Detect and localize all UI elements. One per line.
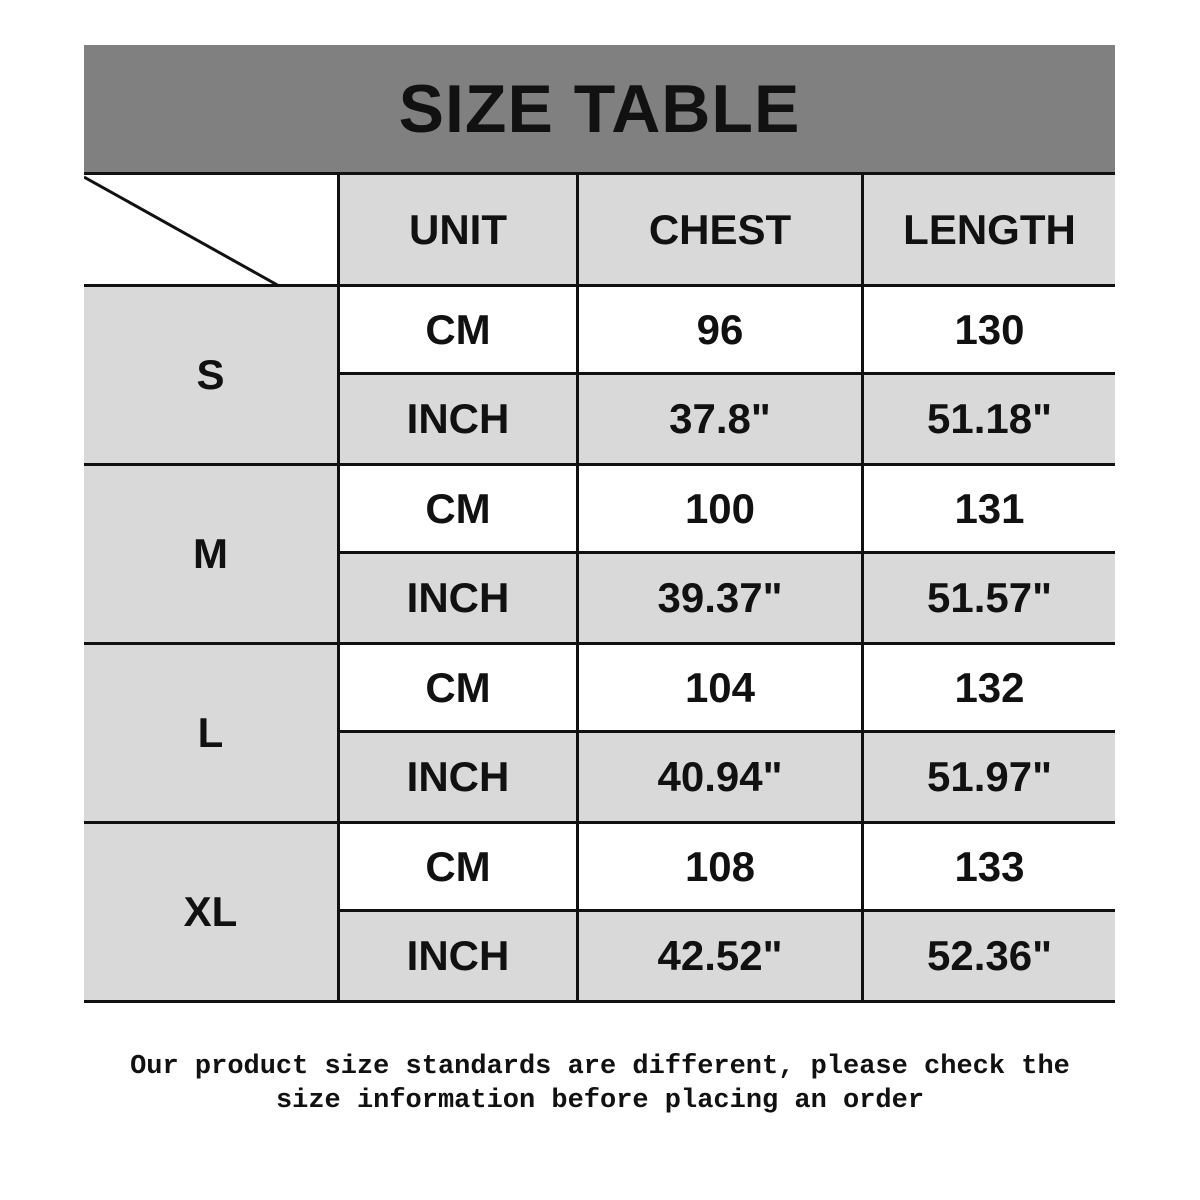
- size-group-xl: XL CM 108 133 INCH 42.52" 52.36": [84, 824, 1115, 1003]
- chest-cell: 96: [576, 287, 861, 372]
- header-chest: CHEST: [576, 175, 861, 284]
- size-group-m: M CM 100 131 INCH 39.37" 51.57": [84, 466, 1115, 645]
- length-cell: 131: [861, 466, 1115, 551]
- chest-cell: 39.37": [576, 554, 861, 642]
- note-line-1: Our product size standards are different…: [130, 1052, 1070, 1082]
- size-label: S: [84, 287, 337, 463]
- length-cell: 132: [861, 645, 1115, 730]
- note-line-2: size information before placing an order: [275, 1086, 925, 1116]
- table-row: INCH 39.37" 51.57": [337, 554, 1115, 642]
- unit-cell: CM: [337, 287, 576, 372]
- length-cell: 51.57": [861, 554, 1115, 642]
- size-table: UNIT CHEST LENGTH S CM 96 130 INCH 37.8" 51.18…: [84, 172, 1115, 1003]
- length-cell: 52.36": [861, 912, 1115, 1000]
- unit-cell: CM: [337, 645, 576, 730]
- length-cell: 133: [861, 824, 1115, 909]
- diagonal-line: [84, 175, 282, 287]
- chest-cell: 37.8": [576, 375, 861, 463]
- header-length: LENGTH: [861, 175, 1115, 284]
- chest-cell: 104: [576, 645, 861, 730]
- unit-cell: CM: [337, 466, 576, 551]
- title-bar: SIZE TABLE: [84, 45, 1115, 172]
- unit-cell: CM: [337, 824, 576, 909]
- table-row: CM 108 133: [337, 824, 1115, 912]
- size-label: M: [84, 466, 337, 642]
- header-row: UNIT CHEST LENGTH: [84, 172, 1115, 287]
- size-note: Our product size standards are different…: [0, 1050, 1200, 1118]
- table-row: CM 96 130: [337, 287, 1115, 375]
- unit-cell: INCH: [337, 375, 576, 463]
- unit-cell: INCH: [337, 733, 576, 821]
- table-row: CM 100 131: [337, 466, 1115, 554]
- length-cell: 130: [861, 287, 1115, 372]
- length-cell: 51.18": [861, 375, 1115, 463]
- header-unit: UNIT: [337, 175, 576, 284]
- table-row: INCH 40.94" 51.97": [337, 733, 1115, 821]
- table-row: CM 104 132: [337, 645, 1115, 733]
- size-group-l: L CM 104 132 INCH 40.94" 51.97": [84, 645, 1115, 824]
- chest-cell: 108: [576, 824, 861, 909]
- size-group-s: S CM 96 130 INCH 37.8" 51.18": [84, 287, 1115, 466]
- chest-cell: 40.94": [576, 733, 861, 821]
- corner-cell: [84, 175, 337, 287]
- page-title: SIZE TABLE: [398, 70, 801, 147]
- table-row: INCH 37.8" 51.18": [337, 375, 1115, 463]
- length-cell: 51.97": [861, 733, 1115, 821]
- table-row: INCH 42.52" 52.36": [337, 912, 1115, 1000]
- unit-cell: INCH: [337, 554, 576, 642]
- unit-cell: INCH: [337, 912, 576, 1000]
- size-label: L: [84, 645, 337, 821]
- chest-cell: 42.52": [576, 912, 861, 1000]
- size-label: XL: [84, 824, 337, 1000]
- chest-cell: 100: [576, 466, 861, 551]
